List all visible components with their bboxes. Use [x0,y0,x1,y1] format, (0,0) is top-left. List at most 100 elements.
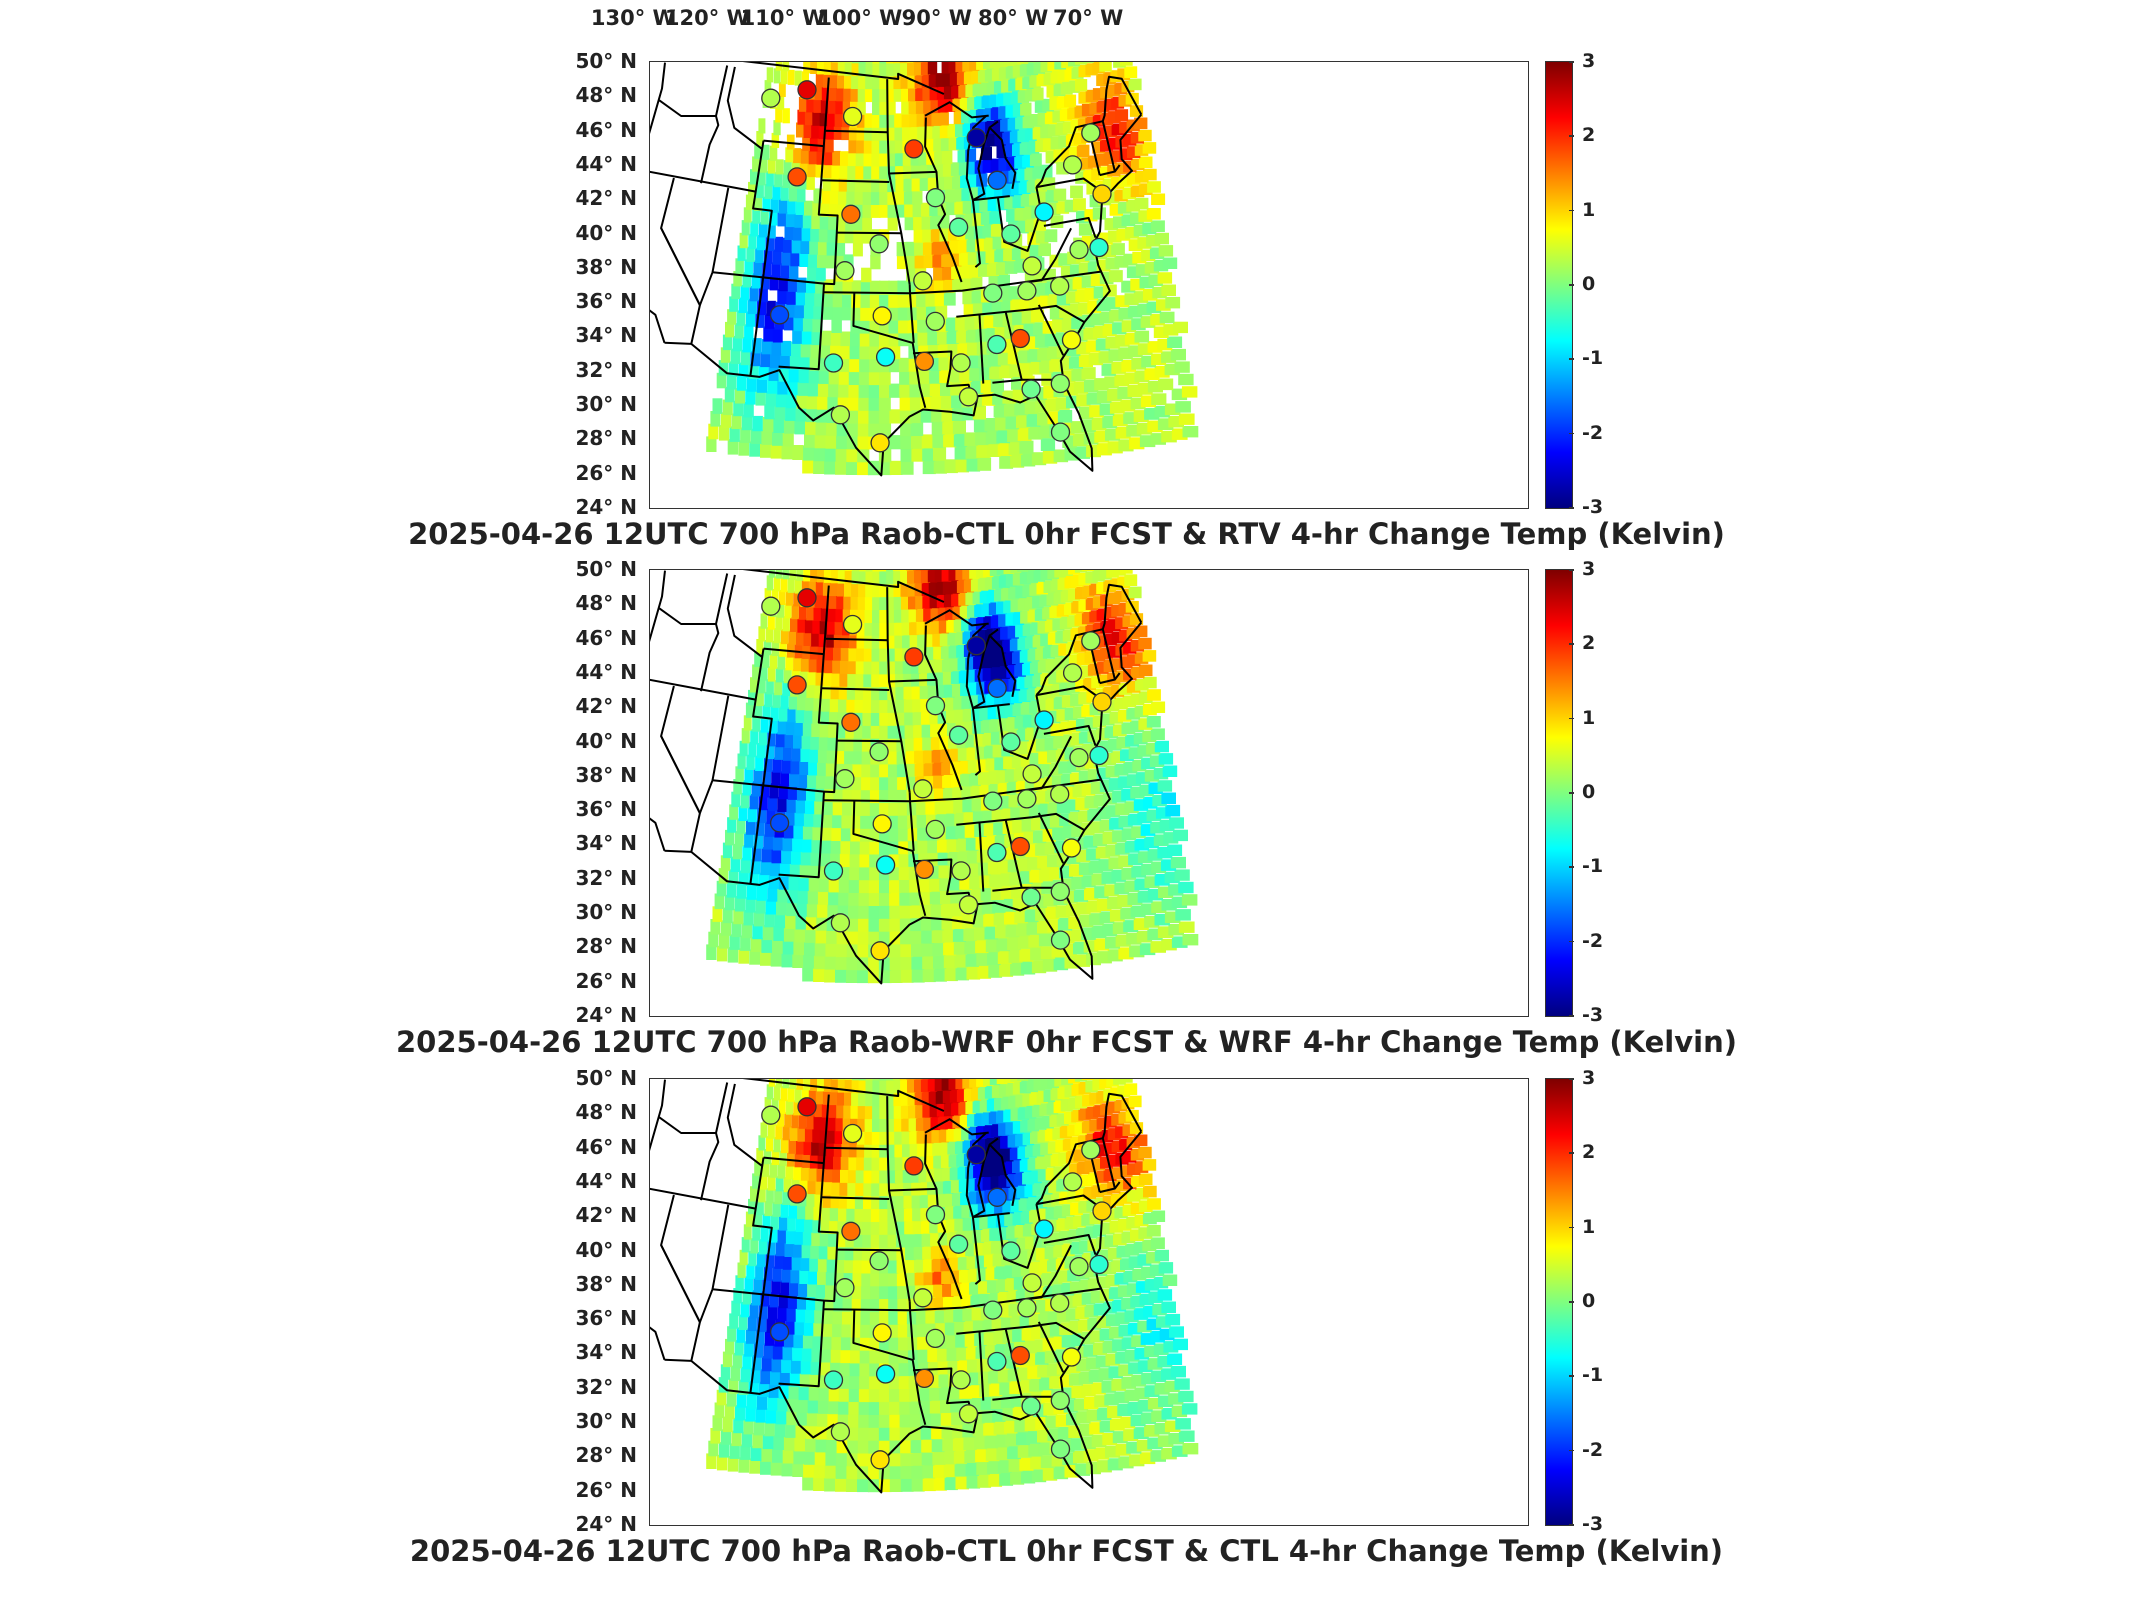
raob-station-marker [872,814,892,834]
colorbar-tick-label: 3 [1582,1067,1596,1089]
latitude-label: 30° N [575,392,637,417]
latitude-label: 44° N [575,659,637,684]
raob-station-marker [869,1251,889,1271]
raob-station-marker [1062,663,1083,683]
raob-station-marker [875,1364,896,1384]
raob-station-marker [823,353,844,373]
colorbar-tick [1569,643,1574,645]
raob-station-marker [925,1205,946,1225]
state-boundaries [650,62,1143,477]
colorbar-tick [1569,1152,1574,1154]
raob-station-marker [1050,1439,1071,1459]
raob-station-marker [1061,330,1082,350]
raob-station-marker [1021,887,1041,907]
raob-station-marker [951,1370,971,1390]
colorbar-tick [1569,284,1574,286]
latitude-label: 50° N [575,1066,637,1090]
raob-station-marker [787,167,807,187]
latitude-label: 30° N [575,1409,637,1434]
raob-station-marker [1081,1140,1101,1160]
raob-station-marker [761,596,781,616]
raob-station-marker [987,1187,1007,1207]
colorbar-tick [1569,209,1574,212]
raob-station-marker [948,725,969,745]
raob-station-marker [1061,838,1082,858]
raob-station-marker [966,128,986,148]
temperature-field [706,62,1199,476]
raob-station-marker [958,1404,979,1424]
latitude-label: 46° N [575,625,637,650]
colorbar-tick-label: 3 [1582,558,1596,580]
raob-stations [761,588,1112,961]
raob-station-marker [904,1156,924,1176]
latitude-label: 38° N [575,254,637,279]
latitude-label: 42° N [575,186,637,211]
colorbar-tick-label: 2 [1582,124,1596,147]
raob-station-marker [797,1097,817,1117]
longitude-label: 90° W [901,6,972,30]
colorbar-tick [1569,135,1574,137]
colorbar-tick-label: 0 [1582,1290,1596,1312]
raob-station-marker [983,283,1003,303]
colorbar-tick-label: 1 [1582,706,1596,729]
raob-station-marker [842,614,863,635]
colorbar [1545,61,1573,509]
raob-station-marker [787,675,807,695]
temperature-change-map [650,570,1199,985]
raob-station-marker [966,1145,986,1165]
raob-station-marker [1021,379,1041,399]
raob-station-marker [925,819,945,840]
raob-station-marker [869,234,889,254]
colorbar-tick-label: -1 [1582,1364,1604,1387]
raob-station-marker [914,351,935,372]
colorbar-tick-label: -1 [1582,855,1604,878]
raob-station-marker [787,1184,807,1204]
raob-station-marker [761,1105,781,1125]
longitude-axis-labels: 130° W 120° W 110° W 100° W 90° W 80° W 70° W [0,0,2133,50]
raob-station-marker [1034,1219,1054,1239]
latitude-label: 28° N [575,426,637,451]
raob-station-marker [830,913,851,933]
raob-station-marker [925,311,945,332]
colorbar-tick-label: 3 [1582,50,1596,72]
raob-station-marker [1081,123,1101,143]
raob-station-marker [987,334,1007,355]
raob-station-marker [951,353,971,373]
raob-station-marker [948,217,969,237]
colorbar-tick-label: -3 [1582,496,1604,518]
raob-station-marker [875,347,896,367]
raob-station-marker [904,647,924,667]
latitude-label: 34° N [575,831,637,856]
raob-station-marker [987,170,1007,190]
raob-station-marker [1021,1396,1041,1416]
latitude-label: 26° N [575,968,637,993]
raob-station-marker [869,742,889,762]
raob-station-marker [925,696,946,716]
raob-station-marker [870,941,890,961]
latitude-label: 48° N [575,591,637,616]
raob-station-marker [835,769,855,789]
raob-station-marker [925,188,946,208]
latitude-label: 32° N [575,1374,637,1399]
map-panel: 50° N 48° N 46° N 44° N 42° N 40° N 38° N 36° N… [0,1066,2133,1588]
colorbar-tick [1569,1226,1574,1229]
colorbar-tick-label: 1 [1582,198,1596,221]
raob-station-marker [830,1422,851,1442]
longitude-label: 100° W [817,6,903,30]
raob-station-marker [769,1322,790,1342]
colorbar-tick-label: -3 [1582,1004,1604,1026]
latitude-label: 50° N [575,557,637,581]
map-panel: 50° N 48° N 46° N 44° N 42° N 40° N 38° N 36° N… [0,49,2133,571]
raob-station-marker [1050,881,1070,902]
raob-station-marker [987,1351,1007,1372]
raob-station-marker [769,305,790,325]
raob-station-marker [875,855,896,875]
latitude-label: 46° N [575,117,637,142]
raob-station-marker [842,106,863,127]
latitude-label: 44° N [575,1168,637,1193]
raob-station-marker [1089,1254,1109,1275]
latitude-label: 44° N [575,151,637,176]
colorbar-tick [1569,61,1574,63]
latitude-label: 36° N [575,797,637,822]
longitude-label: 120° W [664,6,750,30]
